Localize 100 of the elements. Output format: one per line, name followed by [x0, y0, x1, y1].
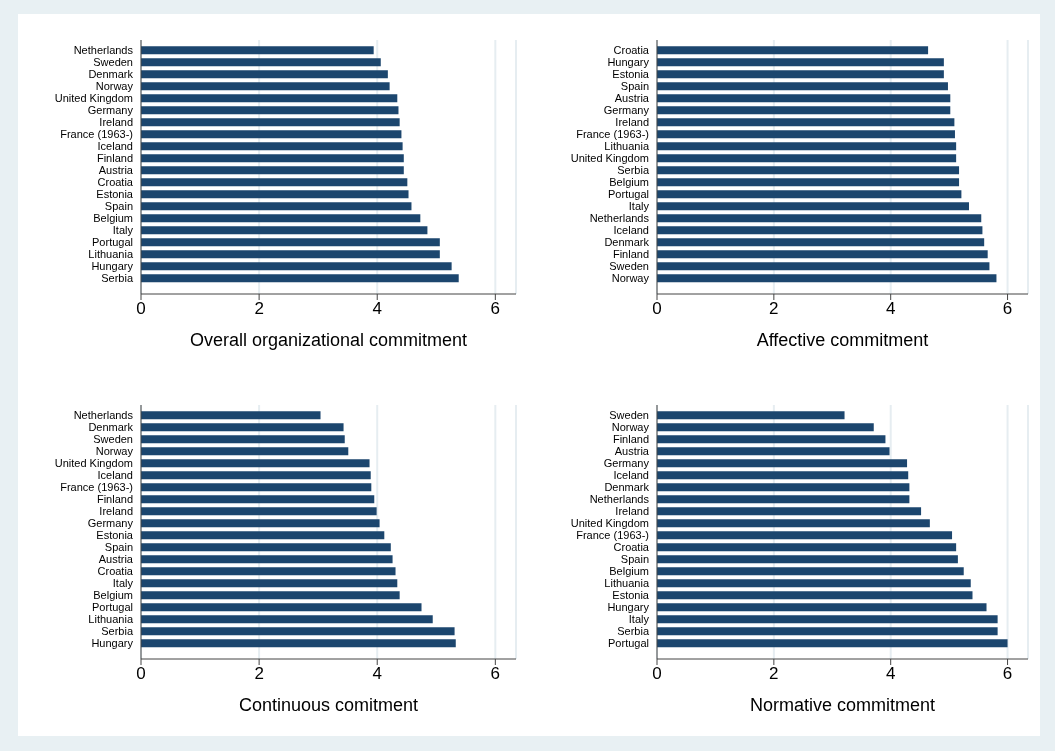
- y-tick-label: Finland: [612, 432, 649, 445]
- bar: [141, 82, 390, 91]
- y-tick-label: Croatia: [97, 175, 134, 188]
- y-tick-label: Lithuania: [604, 576, 650, 589]
- y-tick-label: Portugal: [608, 636, 649, 649]
- x-tick-label: 0: [136, 664, 146, 684]
- bar: [141, 94, 398, 103]
- y-tick-label: Spain: [620, 79, 649, 92]
- bar: [141, 423, 344, 432]
- bar: [657, 435, 886, 444]
- bar: [141, 130, 402, 139]
- y-tick-label: Hungary: [91, 259, 134, 272]
- x-tick-label: 6: [1002, 299, 1013, 319]
- y-tick-label: Sweden: [609, 408, 649, 421]
- bar: [657, 555, 958, 564]
- bar: [141, 106, 399, 115]
- x-tick-label: 2: [254, 664, 264, 684]
- bar: [657, 262, 990, 271]
- y-tick-label: Portugal: [92, 235, 133, 248]
- bar: [141, 531, 385, 540]
- y-tick-label: Sweden: [93, 55, 133, 68]
- bar: [657, 166, 960, 175]
- bar: [141, 627, 455, 636]
- y-tick-label: Denmark: [88, 67, 134, 80]
- bar: [141, 447, 349, 456]
- y-tick-label: Lithuania: [88, 612, 134, 625]
- bar: [141, 495, 375, 504]
- bar: [657, 190, 962, 199]
- bar: [141, 639, 456, 648]
- y-tick-label: Italy: [112, 576, 134, 589]
- x-tick-label: 2: [769, 299, 779, 319]
- y-tick-label: Serbia: [101, 624, 134, 637]
- y-tick-label: Finland: [96, 151, 133, 164]
- x-tick-label: 4: [885, 299, 896, 319]
- bar: [141, 262, 452, 271]
- x-tick-label: 6: [490, 664, 501, 684]
- bar: [141, 615, 433, 624]
- bar: [657, 507, 922, 516]
- y-tick-label: Portugal: [92, 600, 133, 613]
- y-tick-label: Iceland: [97, 139, 133, 152]
- y-tick-label: Germany: [603, 456, 650, 469]
- bar: [141, 238, 440, 247]
- y-tick-label: Ireland: [99, 115, 133, 128]
- y-tick-label: Croatia: [613, 43, 650, 56]
- x-tick-label: 0: [652, 299, 662, 319]
- y-tick-label: Norway: [611, 271, 650, 284]
- y-tick-label: Denmark: [88, 420, 134, 433]
- bar: [141, 591, 400, 600]
- bar: [657, 567, 964, 576]
- bar: [141, 435, 345, 444]
- y-tick-label: Lithuania: [604, 139, 650, 152]
- y-tick-label: Netherlands: [589, 492, 650, 505]
- bar: [657, 447, 890, 456]
- y-tick-label: France (1963-): [60, 480, 133, 493]
- y-tick-label: Spain: [104, 199, 133, 212]
- bar: [657, 411, 845, 420]
- y-tick-label: Serbia: [617, 624, 650, 637]
- y-tick-label: Portugal: [608, 187, 649, 200]
- y-tick-label: Estonia: [96, 187, 134, 200]
- bar: [657, 106, 951, 115]
- x-axis-title: Overall organizational commitment: [189, 330, 468, 350]
- bar: [657, 202, 969, 211]
- bar: [141, 154, 404, 163]
- y-tick-label: Austria: [614, 91, 650, 104]
- y-tick-label: Ireland: [99, 504, 133, 517]
- y-tick-label: Belgium: [609, 564, 649, 577]
- bar: [657, 238, 985, 247]
- y-tick-label: Germany: [87, 516, 134, 529]
- x-tick-label: 4: [885, 664, 896, 684]
- x-axis-title: Continuous comitment: [238, 695, 419, 715]
- bar: [657, 94, 951, 103]
- bar: [141, 70, 388, 79]
- y-tick-label: Denmark: [604, 480, 650, 493]
- y-tick-label: France (1963-): [60, 127, 133, 140]
- bar: [141, 178, 408, 187]
- bar: [141, 519, 380, 528]
- bar: [657, 178, 960, 187]
- bar: [141, 507, 377, 516]
- y-tick-label: Estonia: [96, 528, 134, 541]
- bar: [141, 58, 381, 67]
- bar: [141, 459, 370, 468]
- y-tick-label: Serbia: [101, 271, 134, 284]
- bar: [141, 214, 421, 223]
- bar: [657, 423, 874, 432]
- y-tick-label: Italy: [112, 223, 134, 236]
- y-tick-label: Hungary: [607, 55, 650, 68]
- x-axis-title: Affective commitment: [756, 330, 929, 350]
- y-tick-label: Spain: [104, 540, 133, 553]
- y-tick-label: Germany: [87, 103, 134, 116]
- bar: [657, 639, 1008, 648]
- bar: [657, 46, 929, 55]
- bar: [141, 46, 374, 55]
- bar: [657, 58, 944, 67]
- y-tick-label: Estonia: [612, 588, 650, 601]
- y-tick-label: Austria: [98, 552, 134, 565]
- y-tick-label: Croatia: [613, 540, 650, 553]
- y-tick-label: Norway: [95, 444, 134, 457]
- bar: [141, 471, 371, 480]
- bar: [657, 483, 910, 492]
- y-tick-label: Serbia: [617, 163, 650, 176]
